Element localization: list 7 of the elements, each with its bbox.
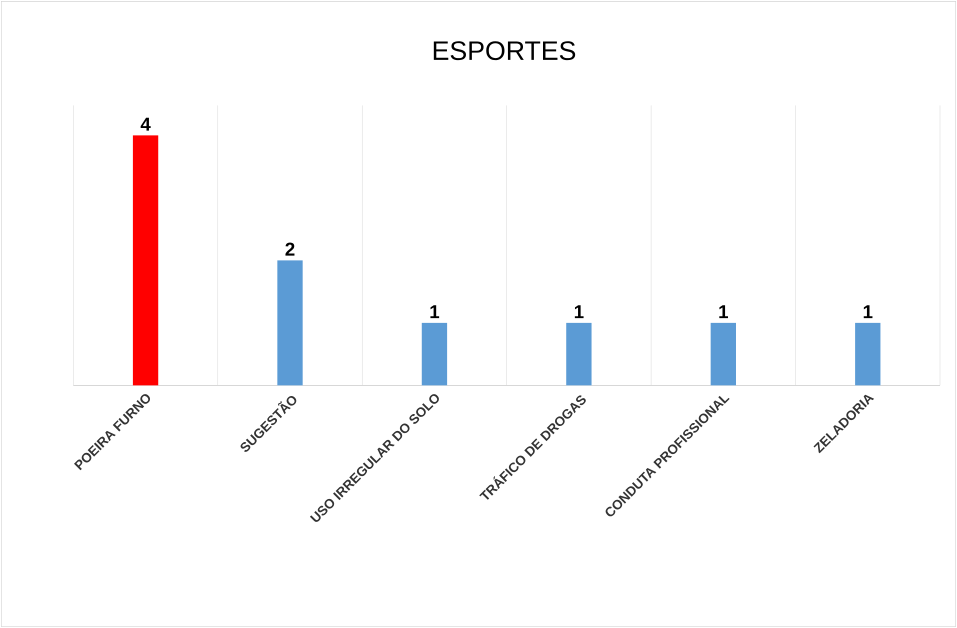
data-label: 1 bbox=[864, 305, 872, 318]
data-label: 2 bbox=[285, 242, 294, 256]
data-label: 1 bbox=[430, 305, 440, 318]
data-label: 1 bbox=[719, 305, 728, 318]
data-label: 4 bbox=[140, 118, 151, 131]
data-label: 1 bbox=[574, 305, 584, 318]
chart-title: ESPORTES bbox=[434, 41, 576, 60]
